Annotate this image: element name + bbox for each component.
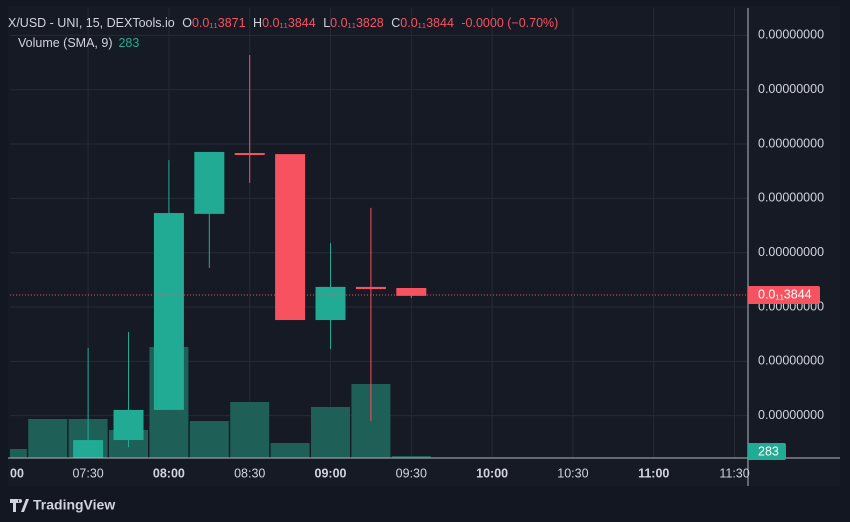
h-label: H bbox=[253, 16, 262, 30]
x-tick-label: 10:00 bbox=[476, 466, 508, 480]
volume-badge bbox=[748, 443, 786, 460]
change: -0.0000 (−0.70%) bbox=[461, 16, 558, 30]
candle-body bbox=[275, 154, 306, 321]
x-tick-label: 08:30 bbox=[234, 466, 265, 480]
candle-body bbox=[315, 286, 346, 321]
volume-badge-text: 283 bbox=[758, 444, 779, 458]
candle-body bbox=[194, 151, 225, 214]
y-tick-label: 0.00000000 bbox=[758, 136, 824, 150]
x-tick-label: 11:00 bbox=[638, 466, 669, 480]
y-tick-label: 0.00000000 bbox=[758, 28, 824, 42]
logo[interactable]: TradingView bbox=[10, 497, 115, 513]
o-label: O bbox=[182, 16, 192, 30]
last-price-label: 0.0₁₁3844 bbox=[758, 287, 812, 301]
volume-value: 283 bbox=[118, 36, 139, 50]
logo-icon bbox=[10, 499, 29, 512]
volume-bar bbox=[10, 448, 27, 458]
h-value: 0.0₁₁3844 bbox=[262, 16, 316, 30]
x-tick-label: 00 bbox=[10, 466, 24, 480]
y-tick-label: 0.00000000 bbox=[758, 408, 824, 422]
volume-bar bbox=[311, 406, 351, 458]
o-value: 0.0₁₁3871 bbox=[192, 16, 246, 30]
footer-brand: TradingView bbox=[33, 497, 115, 513]
candle-layer bbox=[73, 54, 427, 458]
x-tick-label: 11:30 bbox=[719, 466, 749, 480]
volume-bar bbox=[230, 402, 270, 458]
volume-bar bbox=[391, 456, 431, 458]
axes: 0.00000000 0.00000000 0.00000000 0.00000000… bbox=[10, 28, 824, 481]
candle-body bbox=[113, 409, 144, 441]
x-tick-label: 07:30 bbox=[72, 466, 103, 480]
candle-body bbox=[153, 213, 184, 410]
candle-body bbox=[396, 287, 427, 296]
c-value: 0.0₁₁3844 bbox=[400, 16, 454, 30]
volume-legend: Volume (SMA, 9) 283 bbox=[18, 36, 139, 50]
x-tick-label: 10:30 bbox=[557, 466, 588, 480]
candle-body bbox=[355, 286, 386, 290]
volume-bar bbox=[270, 442, 310, 458]
volume-bar bbox=[28, 418, 68, 458]
l-value: 0.0₁₁3828 bbox=[330, 16, 384, 30]
y-tick-label: 0.00000000 bbox=[758, 245, 824, 259]
volume-title: Volume (SMA, 9) bbox=[18, 36, 112, 50]
y-tick-label: 0.00000000 bbox=[758, 191, 824, 205]
volume-bar bbox=[189, 420, 229, 458]
y-tick-label: 0.00000000 bbox=[758, 354, 824, 368]
x-tick-label: 09:30 bbox=[396, 466, 427, 480]
panel bbox=[8, 6, 840, 486]
x-tick-label: 08:00 bbox=[153, 466, 185, 480]
candle-body bbox=[234, 153, 265, 156]
candle-body bbox=[73, 440, 104, 458]
l-label: L bbox=[323, 16, 330, 30]
c-label: C bbox=[391, 16, 400, 30]
symbol: X/USD - UNI, 15, DEXTools.io bbox=[8, 16, 175, 30]
last-price-badge bbox=[748, 286, 820, 305]
y-tick-label: 0.00000000 bbox=[758, 82, 824, 96]
legend-header: X/USD - UNI, 15, DEXTools.io O0.0₁₁3871 … bbox=[8, 16, 558, 30]
x-tick-label: 09:00 bbox=[315, 466, 347, 480]
